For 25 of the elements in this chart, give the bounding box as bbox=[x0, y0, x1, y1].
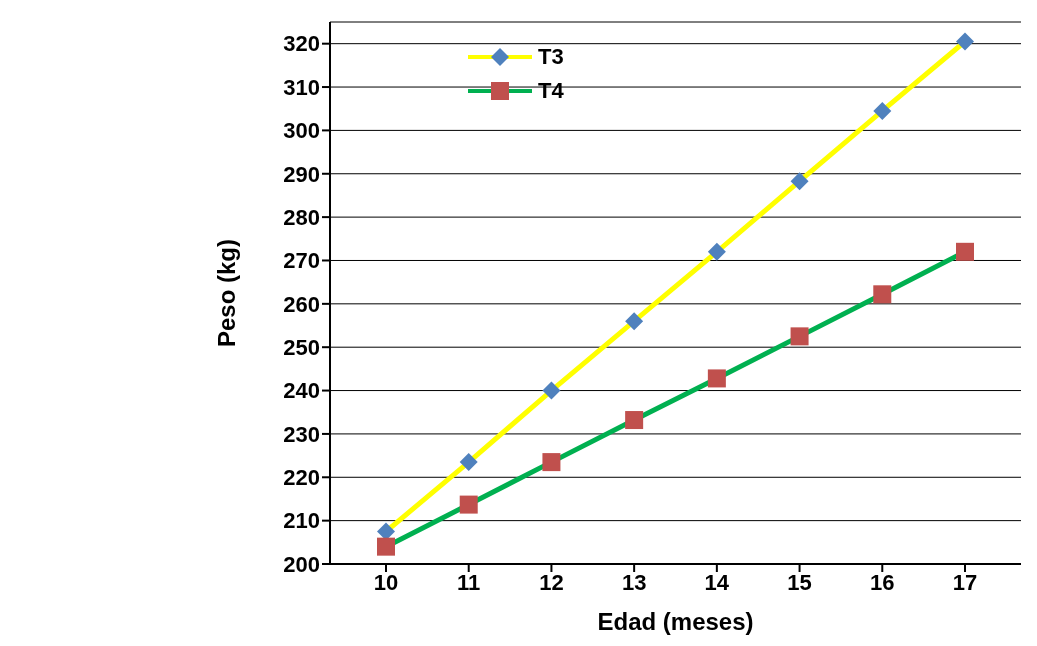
y-tick-label: 260 bbox=[283, 291, 320, 317]
y-tick-label: 280 bbox=[283, 204, 320, 230]
x-tick-label: 13 bbox=[621, 569, 647, 595]
x-tick-label: 10 bbox=[373, 569, 399, 595]
x-tick-label: 15 bbox=[787, 569, 812, 595]
legend-label: T3 bbox=[538, 44, 564, 70]
y-tick-label: 290 bbox=[283, 161, 320, 187]
y-tick-label: 210 bbox=[283, 508, 320, 534]
x-tick-label: 11 bbox=[457, 569, 481, 595]
x-tick-label: 16 bbox=[870, 569, 895, 595]
y-axis-title: Peso (kg) bbox=[212, 238, 240, 348]
legend-label: T4 bbox=[538, 78, 564, 104]
y-tick-label: 320 bbox=[283, 31, 320, 57]
x-tick-label: 12 bbox=[539, 569, 564, 595]
x-tick-label: 14 bbox=[704, 569, 730, 595]
y-tick-label: 240 bbox=[283, 378, 320, 404]
y-tick-label: 270 bbox=[283, 248, 320, 274]
y-tick-label: 230 bbox=[283, 421, 320, 447]
y-tick-label: 220 bbox=[283, 465, 320, 491]
y-tick-label: 250 bbox=[283, 335, 320, 361]
y-tick-label: 200 bbox=[283, 551, 320, 577]
y-tick-label: 310 bbox=[283, 74, 320, 100]
y-tick-label: 300 bbox=[283, 118, 320, 144]
x-tick-label: 17 bbox=[952, 569, 978, 595]
x-axis-title: Edad (meses) bbox=[597, 608, 754, 635]
